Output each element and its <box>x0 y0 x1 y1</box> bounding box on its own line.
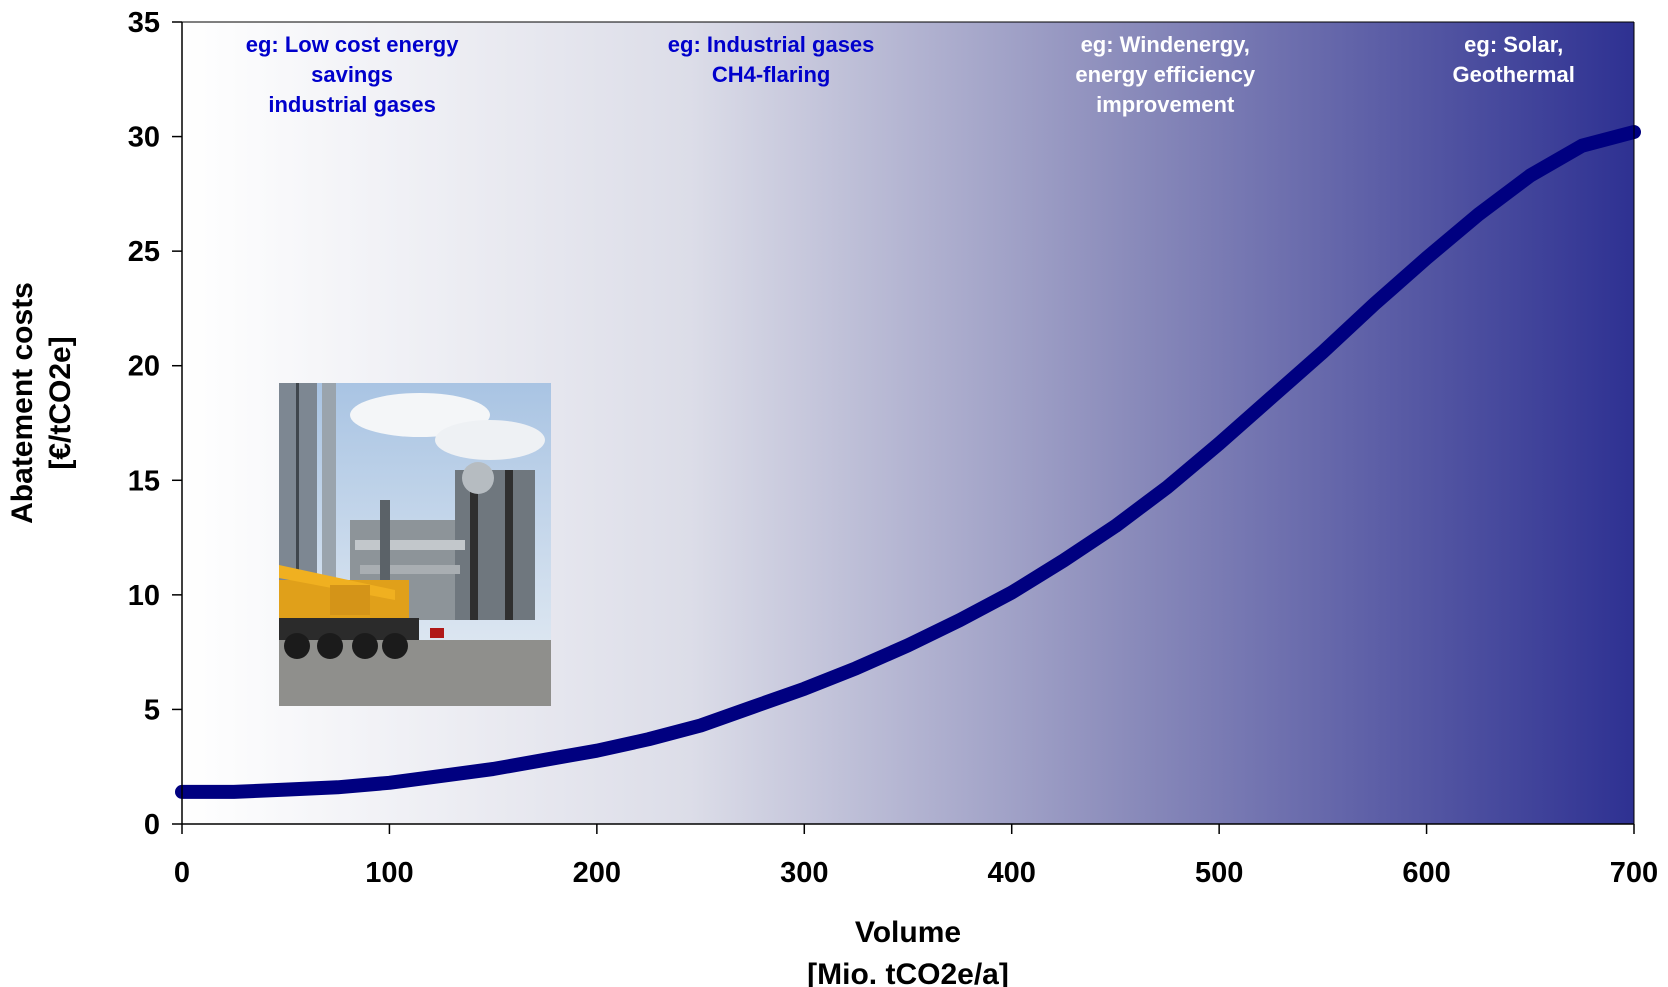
y-tick-label: 35 <box>128 7 160 39</box>
y-axis-title: Abatement costs [€/tCO2e] <box>6 282 77 524</box>
annotation-0: eg: Low cost energy savings industrial gas… <box>246 32 459 117</box>
annotation-3: eg: Solar, Geothermal <box>1453 32 1575 87</box>
y-tick-label: 20 <box>128 351 160 383</box>
annotation-1: eg: Industrial gases CH4-flaring <box>668 32 875 87</box>
x-tick-label: 200 <box>573 857 621 889</box>
series-line-0 <box>175 125 1641 799</box>
annotation-2: eg: Windenergy, energy efficiency improvem… <box>1075 32 1256 117</box>
y-tick-label: 25 <box>128 236 160 268</box>
x-tick-label: 100 <box>365 857 413 889</box>
x-tick-label: 300 <box>780 857 828 889</box>
x-axis-title: Volume [Mio. tCO2e/a] <box>807 916 1009 987</box>
axis-titles: Volume [Mio. tCO2e/a] Abatement costs [€/tC… <box>6 282 1009 987</box>
annotations: eg: Low cost energy savings industrial gas… <box>246 32 1575 117</box>
x-tick-label: 700 <box>1610 857 1658 889</box>
y-tick-label: 30 <box>128 122 160 154</box>
x-tick-label: 500 <box>1195 857 1243 889</box>
series-layer <box>175 125 1641 799</box>
industrial-plant-photo <box>279 383 551 706</box>
x-tick-label: 400 <box>988 857 1036 889</box>
y-tick-label: 10 <box>128 580 160 612</box>
y-tick-label: 0 <box>144 809 160 841</box>
x-tick-label: 0 <box>174 857 190 889</box>
axes: 0 5 10 15 20 25 30 35 0 100 200 300 400 500 600 700 <box>128 7 1658 889</box>
y-tick-label: 15 <box>128 465 160 497</box>
x-tick-label: 600 <box>1402 857 1450 889</box>
y-tick-label: 5 <box>144 694 160 726</box>
